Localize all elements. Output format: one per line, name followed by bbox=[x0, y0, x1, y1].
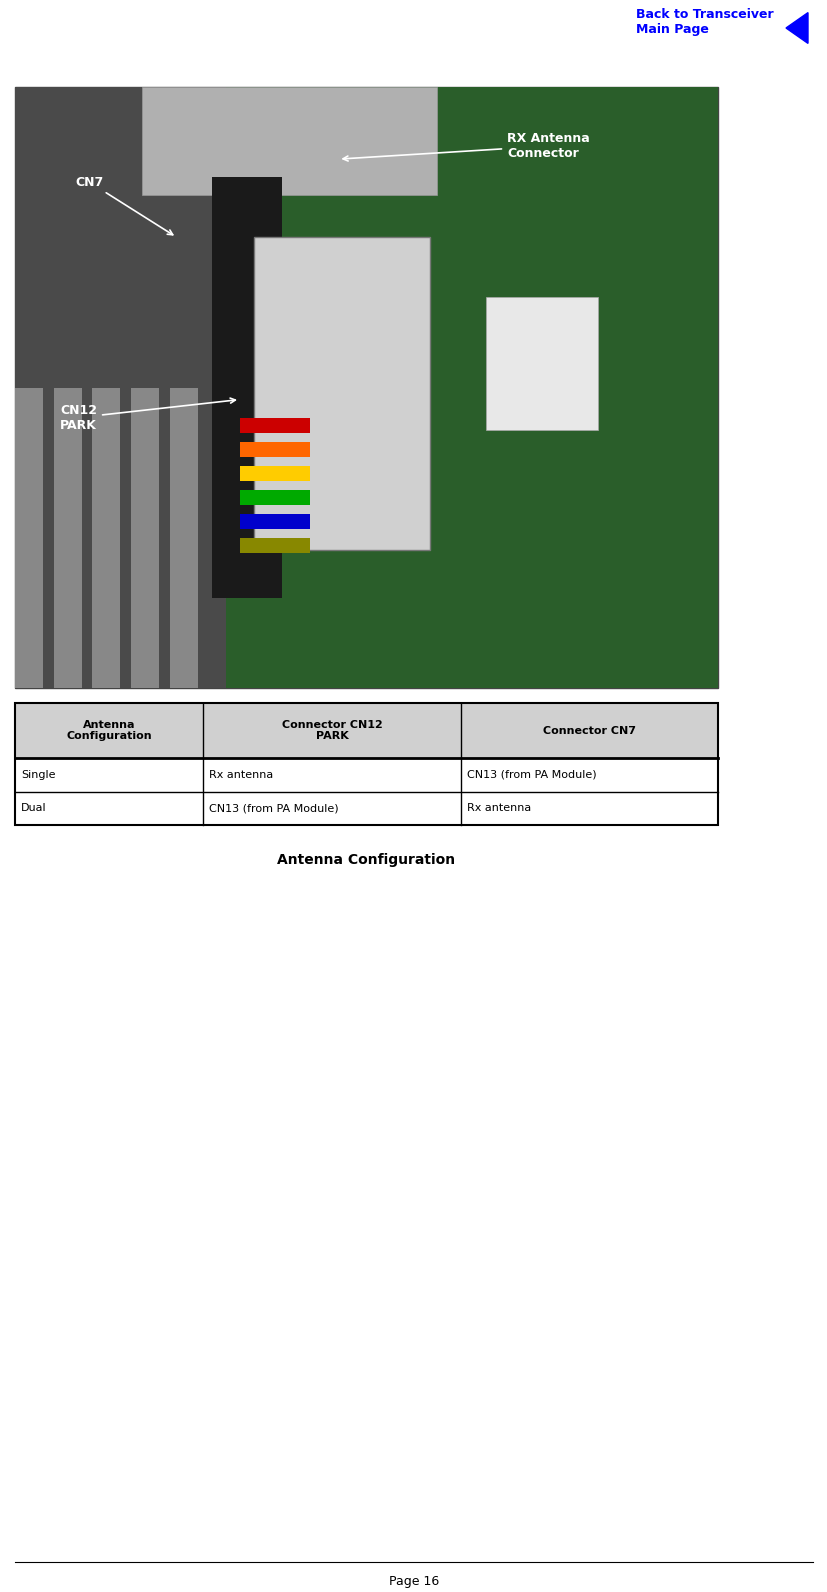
Bar bbox=[240, 465, 310, 481]
Text: Dual: Dual bbox=[21, 804, 46, 814]
Text: Single: Single bbox=[21, 771, 55, 780]
Text: Back to Transceiver
Main Page: Back to Transceiver Main Page bbox=[635, 8, 772, 37]
Bar bbox=[254, 237, 429, 549]
Text: Antenna
Configuration: Antenna Configuration bbox=[66, 720, 152, 742]
Bar bbox=[240, 514, 310, 529]
Bar bbox=[226, 88, 717, 688]
Text: CN13 (from PA Module): CN13 (from PA Module) bbox=[209, 804, 338, 814]
Text: CN13 (from PA Module): CN13 (from PA Module) bbox=[466, 771, 595, 780]
Text: CN7: CN7 bbox=[75, 175, 173, 234]
Text: RX Antenna
Connector: RX Antenna Connector bbox=[342, 132, 589, 161]
Bar bbox=[15, 704, 717, 758]
Bar bbox=[485, 298, 598, 430]
Text: Antenna Configuration: Antenna Configuration bbox=[277, 853, 455, 868]
Bar bbox=[170, 387, 198, 688]
Text: Rx antenna: Rx antenna bbox=[466, 804, 530, 814]
Text: CN12
PARK: CN12 PARK bbox=[60, 398, 235, 431]
Bar bbox=[15, 88, 717, 688]
Bar bbox=[212, 177, 282, 599]
Text: Connector CN7: Connector CN7 bbox=[543, 726, 635, 736]
Bar bbox=[15, 88, 226, 688]
Bar bbox=[131, 387, 159, 688]
Bar bbox=[240, 441, 310, 457]
Text: Rx antenna: Rx antenna bbox=[209, 771, 273, 780]
Bar bbox=[240, 490, 310, 505]
Bar bbox=[93, 387, 120, 688]
Bar bbox=[240, 417, 310, 433]
Bar bbox=[15, 704, 717, 825]
Polygon shape bbox=[785, 13, 807, 43]
Bar bbox=[141, 88, 437, 196]
Bar bbox=[240, 538, 310, 552]
Bar bbox=[15, 387, 43, 688]
Bar bbox=[54, 387, 82, 688]
Text: Connector CN12
PARK: Connector CN12 PARK bbox=[281, 720, 382, 742]
Text: Page 16: Page 16 bbox=[389, 1574, 438, 1587]
